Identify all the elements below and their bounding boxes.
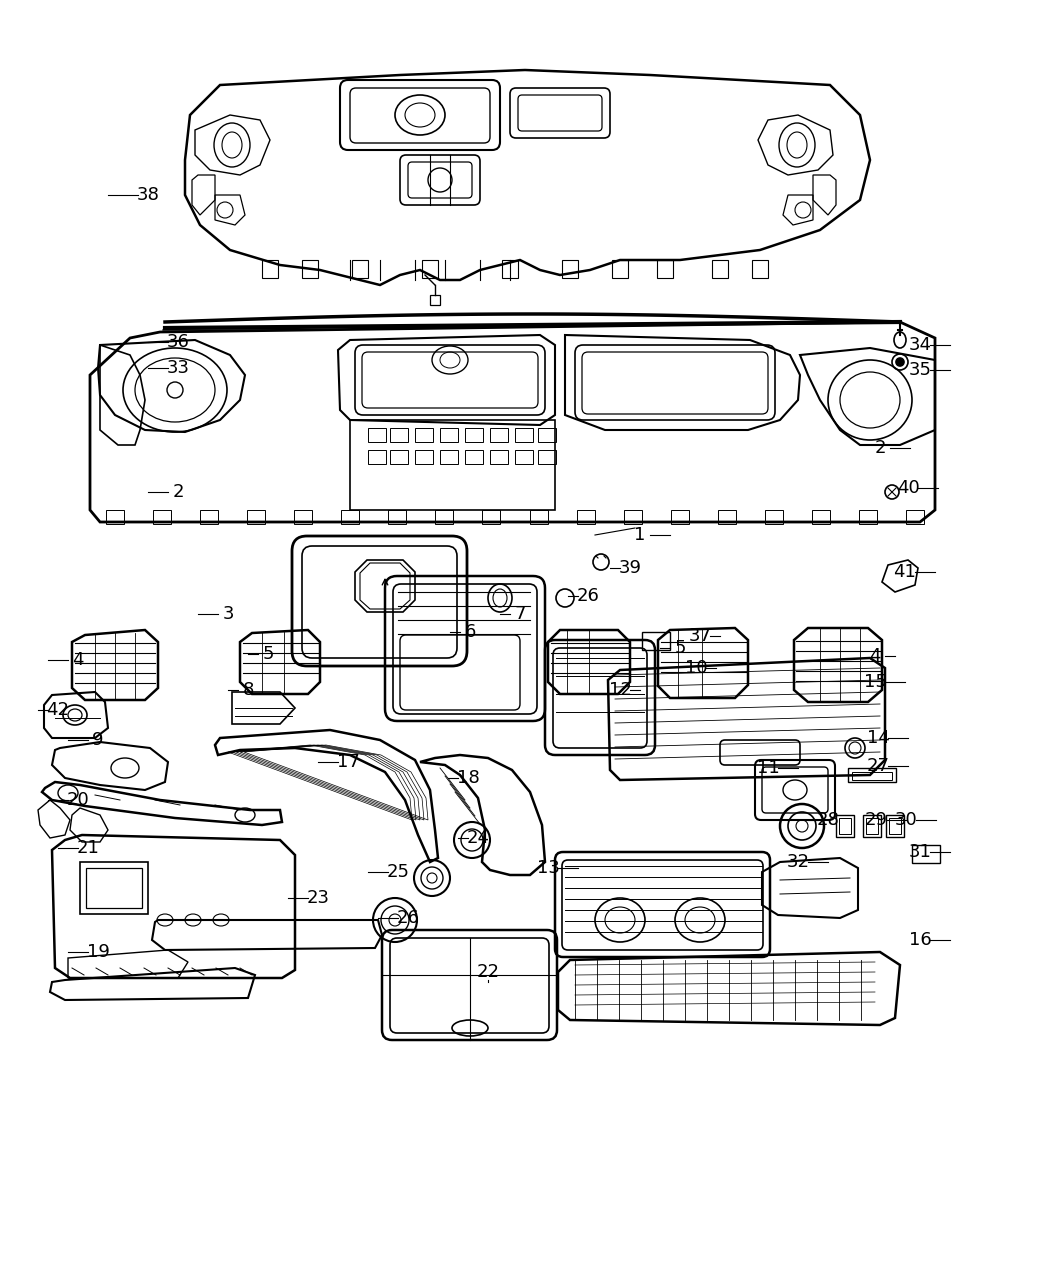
- Text: 18: 18: [457, 769, 480, 787]
- Text: 37: 37: [689, 627, 712, 645]
- Text: 35: 35: [908, 361, 931, 379]
- Bar: [764, 510, 783, 524]
- Bar: [490, 450, 508, 464]
- Bar: [368, 428, 386, 442]
- Bar: [368, 450, 386, 464]
- Text: 8: 8: [243, 681, 254, 699]
- Bar: [465, 450, 483, 464]
- Ellipse shape: [896, 358, 904, 366]
- Text: 29: 29: [864, 811, 887, 829]
- Text: 2: 2: [875, 439, 886, 456]
- Text: 22: 22: [477, 963, 500, 980]
- Bar: [863, 815, 881, 836]
- Text: 14: 14: [866, 729, 889, 747]
- Text: 36: 36: [167, 333, 189, 351]
- Text: 39: 39: [618, 558, 642, 578]
- Bar: [436, 510, 454, 524]
- Bar: [718, 510, 736, 524]
- Bar: [624, 510, 642, 524]
- Bar: [106, 510, 124, 524]
- Bar: [482, 510, 501, 524]
- Text: 2: 2: [172, 483, 184, 501]
- Text: 17: 17: [337, 754, 359, 771]
- Bar: [247, 510, 266, 524]
- Text: 40: 40: [897, 479, 920, 497]
- Bar: [465, 428, 483, 442]
- Text: 4: 4: [72, 652, 84, 669]
- Bar: [848, 768, 896, 782]
- Text: 32: 32: [786, 853, 810, 871]
- Bar: [889, 819, 901, 834]
- Text: 11: 11: [757, 759, 779, 776]
- Bar: [390, 428, 408, 442]
- Bar: [514, 450, 533, 464]
- Text: 25: 25: [386, 863, 410, 881]
- Text: 9: 9: [92, 731, 104, 748]
- Text: 31: 31: [908, 843, 931, 861]
- Text: 34: 34: [908, 337, 931, 354]
- Bar: [812, 510, 830, 524]
- Bar: [866, 819, 878, 834]
- Bar: [912, 845, 940, 863]
- Bar: [80, 862, 148, 914]
- Text: 26: 26: [397, 909, 419, 927]
- Bar: [836, 815, 854, 836]
- Bar: [852, 771, 892, 780]
- Text: 12: 12: [609, 681, 631, 699]
- Text: 23: 23: [307, 889, 330, 907]
- Text: 1: 1: [634, 527, 646, 544]
- Text: 19: 19: [86, 944, 109, 961]
- Bar: [430, 295, 440, 305]
- Text: 28: 28: [817, 811, 839, 829]
- Bar: [886, 815, 904, 836]
- Text: 33: 33: [167, 360, 189, 377]
- Text: 24: 24: [466, 829, 489, 847]
- Text: 16: 16: [908, 931, 931, 949]
- Text: 38: 38: [136, 186, 160, 204]
- Text: 3: 3: [223, 606, 234, 623]
- Text: 41: 41: [894, 564, 917, 581]
- Text: 6: 6: [464, 623, 476, 641]
- Bar: [839, 819, 850, 834]
- Text: 26: 26: [576, 586, 600, 606]
- Text: 27: 27: [866, 757, 889, 775]
- Text: 10: 10: [685, 659, 708, 677]
- Bar: [86, 868, 142, 908]
- Bar: [440, 428, 458, 442]
- Bar: [906, 510, 924, 524]
- Bar: [514, 428, 533, 442]
- Text: 20: 20: [66, 790, 89, 810]
- Bar: [529, 510, 547, 524]
- Text: 30: 30: [895, 811, 918, 829]
- Bar: [671, 510, 689, 524]
- Bar: [390, 450, 408, 464]
- Text: 5: 5: [674, 639, 686, 657]
- Bar: [490, 428, 508, 442]
- Bar: [201, 510, 218, 524]
- Bar: [415, 428, 433, 442]
- Bar: [576, 510, 594, 524]
- Text: 21: 21: [77, 839, 100, 857]
- Bar: [341, 510, 359, 524]
- Text: 5: 5: [262, 645, 274, 663]
- Bar: [642, 632, 670, 650]
- Text: 4: 4: [869, 646, 881, 666]
- Bar: [153, 510, 171, 524]
- Text: 13: 13: [537, 859, 560, 877]
- Text: 7: 7: [514, 606, 526, 623]
- Bar: [415, 450, 433, 464]
- Bar: [538, 450, 556, 464]
- Bar: [538, 428, 556, 442]
- Text: 15: 15: [863, 673, 886, 691]
- Bar: [388, 510, 406, 524]
- Bar: [440, 450, 458, 464]
- Text: 42: 42: [46, 701, 69, 719]
- Bar: [859, 510, 877, 524]
- Bar: [294, 510, 312, 524]
